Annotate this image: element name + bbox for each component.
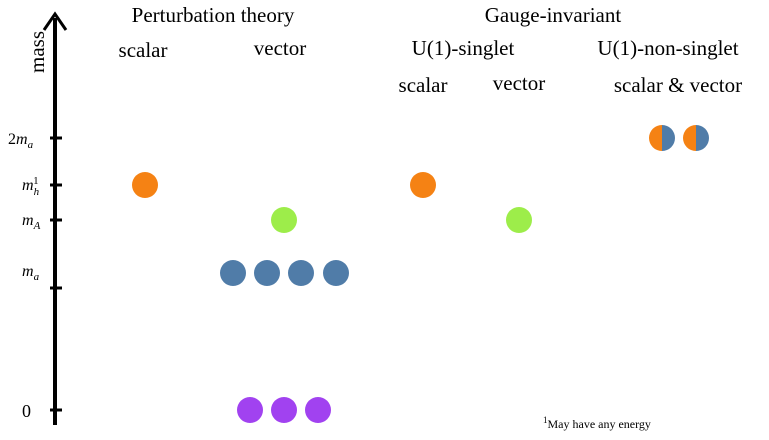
particle-half [649,125,662,151]
particle [410,172,436,198]
particle [271,397,297,423]
particle [132,172,158,198]
particle [237,397,263,423]
column-title: scalar [399,73,448,97]
group-title: Perturbation theory [132,3,295,27]
particle [254,260,280,286]
footnote: 1May have any energy [543,415,651,431]
group-title: Gauge-invariant [485,3,622,27]
particles [132,125,709,423]
level-label: ma [22,263,40,283]
particle-half [683,125,696,151]
column-title: scalar [119,38,168,62]
level-label: 0 [22,401,31,421]
subgroup-title: U(1)-non-singlet [597,36,738,60]
column-title: vector [493,71,545,95]
particle-half [662,125,675,151]
particle [271,207,297,233]
level-label: mh1 [22,175,40,198]
column-title: vector [254,36,306,60]
axis-ticks [50,136,62,412]
level-label: 2ma [8,131,34,151]
axis-arrow [42,11,68,31]
particle [288,260,314,286]
subgroup-title: U(1)-singlet [412,36,515,60]
column-title: scalar & vector [614,73,742,97]
particle [305,397,331,423]
level-label: mA [22,212,41,232]
particle [220,260,246,286]
axis-label: mass [25,31,49,73]
particle [506,207,532,233]
particle [323,260,349,286]
particle-half [696,125,709,151]
